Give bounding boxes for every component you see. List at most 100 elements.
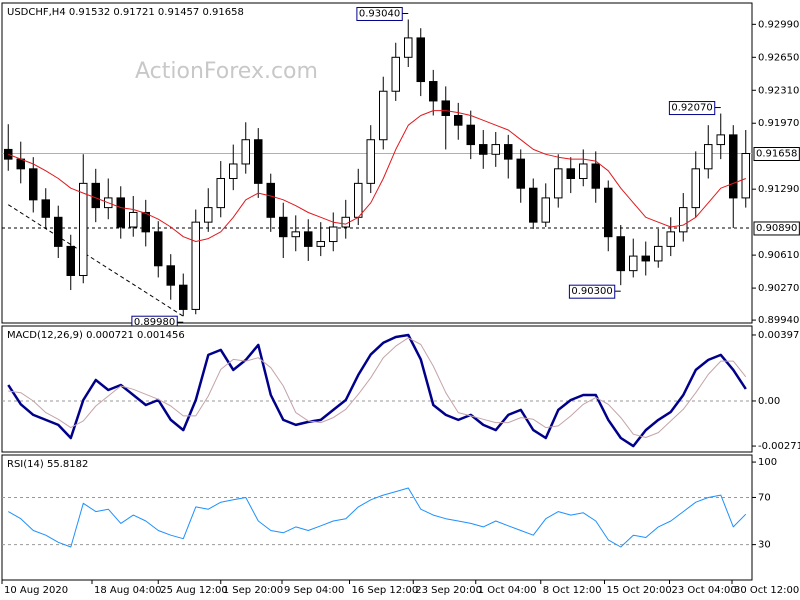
annotation-label: 0.93040	[359, 8, 400, 19]
candle-body	[616, 236, 625, 272]
y-tick-label: -0.002713	[758, 441, 800, 452]
candle-body	[79, 182, 88, 276]
candle-body	[4, 148, 13, 160]
candle-body	[266, 182, 275, 218]
candle-body	[241, 139, 250, 165]
y-tick-label: 0.00	[758, 396, 780, 407]
x-tick-label: 23 Oct 04:00	[672, 585, 737, 596]
series-line	[8, 110, 746, 242]
candle-body	[366, 139, 375, 184]
candle-body	[229, 163, 238, 180]
candle-body	[279, 216, 288, 238]
x-tick-label: 18 Aug 04:00	[94, 585, 161, 596]
candle-body	[454, 114, 463, 126]
candle-body	[529, 187, 538, 223]
y-tick-label: 0.89940	[758, 315, 799, 326]
candle-body	[466, 124, 475, 146]
panel-title: RSI(14) 55.8182	[7, 459, 88, 470]
candle-body	[604, 187, 613, 238]
x-tick-label: 9 Sep 04:00	[284, 585, 344, 596]
candle-body	[204, 207, 213, 223]
candle-body	[429, 81, 438, 102]
candle-body	[691, 168, 700, 209]
candle-body	[566, 168, 575, 180]
candle-body	[579, 163, 588, 180]
candle-body	[191, 221, 200, 310]
candle-body	[704, 144, 713, 170]
y-tick-label: 0.90270	[758, 283, 799, 294]
candle-body	[716, 134, 725, 146]
candle-body	[516, 158, 525, 189]
candle-body	[654, 245, 663, 262]
x-tick-label: 30 Oct 12:00	[734, 585, 799, 596]
y-tick-label: 0.92310	[758, 85, 799, 96]
annotation-label: 0.89980	[134, 317, 175, 328]
panel-title: MACD(12,26,9) 0.000721 0.001456	[7, 330, 185, 341]
x-tick-label: 25 Aug 12:00	[160, 585, 227, 596]
candle-body	[116, 197, 125, 228]
candle-body	[41, 199, 50, 218]
y-tick-label: 0.90610	[758, 250, 799, 261]
label-box	[668, 101, 716, 116]
candle-body	[216, 178, 225, 209]
x-tick-label: 8 Oct 12:00	[543, 585, 602, 596]
x-tick-label: 23 Sep 20:00	[415, 585, 482, 596]
candle-body	[316, 241, 325, 247]
candle-body	[541, 197, 550, 223]
candle-body	[254, 139, 263, 184]
x-tick-label: 10 Aug 2020	[4, 585, 68, 596]
candle-body	[379, 90, 388, 141]
y-tick-label: 0.91970	[758, 118, 799, 129]
candle-body	[179, 284, 188, 310]
candle-body	[741, 152, 750, 199]
x-tick-label: 1 Sep 20:00	[223, 585, 283, 596]
y-tick-label: 70	[758, 492, 771, 503]
candle-body	[554, 168, 563, 199]
panel-frame	[1, 2, 753, 324]
candle-body	[54, 216, 63, 247]
candle-body	[141, 211, 150, 233]
panel-frame	[1, 454, 753, 581]
candle-body	[404, 37, 413, 58]
candle-body	[441, 100, 450, 116]
candle-body	[591, 163, 600, 189]
y-tick-label: 0.92990	[758, 19, 799, 30]
candle-body	[504, 144, 513, 160]
candle-body	[129, 211, 138, 228]
watermark: ActionForex.com	[135, 59, 318, 84]
y-tick-label: 30	[758, 540, 771, 551]
candle-body	[166, 265, 175, 286]
x-tick-label: 1 Oct 04:00	[478, 585, 537, 596]
candle-body	[29, 168, 38, 201]
annotation-label: 0.90300	[571, 286, 612, 297]
candle-body	[291, 231, 300, 238]
level-label: 0.90890	[756, 223, 797, 234]
x-tick-label: 15 Oct 20:00	[607, 585, 672, 596]
annotation-label: 0.92070	[671, 103, 712, 114]
candle-body	[666, 231, 675, 247]
label-box	[753, 146, 800, 161]
panel-title: USDCHF,H4 0.91532 0.91721 0.91457 0.9165…	[7, 7, 244, 18]
y-tick-label: 0.92650	[758, 52, 799, 63]
candle-body	[354, 182, 363, 218]
candle-body	[679, 207, 688, 233]
candle-body	[329, 226, 338, 243]
series-line	[8, 337, 747, 438]
x-tick-label: 16 Sep 12:00	[352, 585, 419, 596]
last-label: 0.91658	[756, 148, 797, 159]
y-tick-label: 100	[758, 457, 777, 468]
series-line	[8, 487, 747, 548]
candle-body	[641, 255, 650, 262]
candle-body	[416, 37, 425, 83]
panel-frame	[1, 325, 753, 453]
candle-body	[391, 56, 400, 92]
y-tick-label: 0.91290	[758, 184, 799, 195]
series-line	[7, 333, 747, 448]
candle-body	[479, 144, 488, 155]
candle-body	[629, 255, 638, 272]
candle-body	[91, 182, 100, 209]
label-box	[753, 221, 800, 236]
candle-body	[304, 231, 313, 247]
label-box	[568, 284, 616, 299]
